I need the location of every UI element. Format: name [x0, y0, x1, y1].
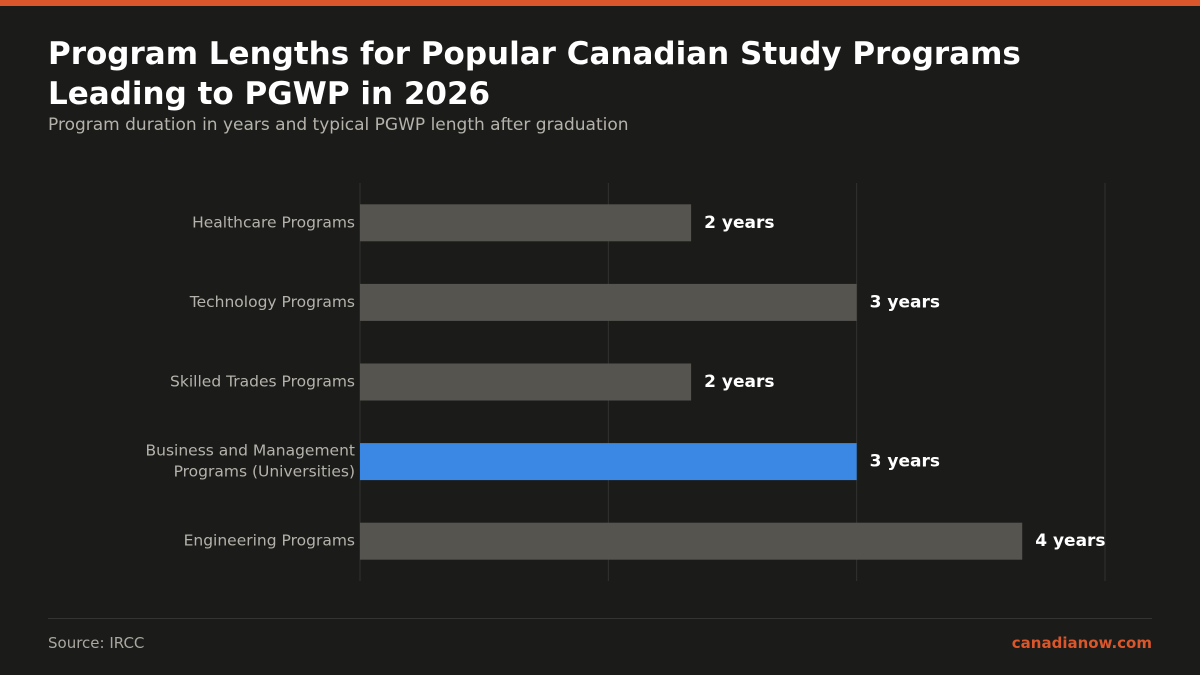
category-label-1: Technology Programs	[189, 293, 355, 311]
value-label-0: 2 years	[704, 213, 774, 233]
value-label-2: 2 years	[704, 372, 774, 392]
value-label-4: 4 years	[1035, 531, 1105, 551]
bar-3	[360, 443, 857, 481]
category-label-2: Skilled Trades Programs	[170, 373, 355, 391]
category-label-0: Healthcare Programs	[192, 213, 355, 231]
category-label-4: Engineering Programs	[184, 532, 355, 550]
category-label-3-line-1: Programs (Universities)	[174, 463, 355, 481]
accent-top-bar	[0, 0, 1200, 6]
bar-0	[360, 204, 692, 242]
brand-link[interactable]: canadianow.com	[1011, 634, 1152, 652]
bar-4	[360, 522, 1023, 560]
source-note: Source: IRCC	[48, 634, 145, 652]
chart-subtitle: Program duration in years and typical PG…	[48, 115, 629, 135]
category-label-3-line-0: Business and Management	[146, 442, 355, 460]
value-label-1: 3 years	[870, 292, 940, 312]
value-label-3: 3 years	[870, 452, 940, 472]
bar-2	[360, 363, 692, 401]
bar-1	[360, 283, 857, 321]
chart-title: Program Lengths for Popular Canadian Stu…	[48, 36, 1021, 112]
footer-divider	[48, 618, 1152, 619]
